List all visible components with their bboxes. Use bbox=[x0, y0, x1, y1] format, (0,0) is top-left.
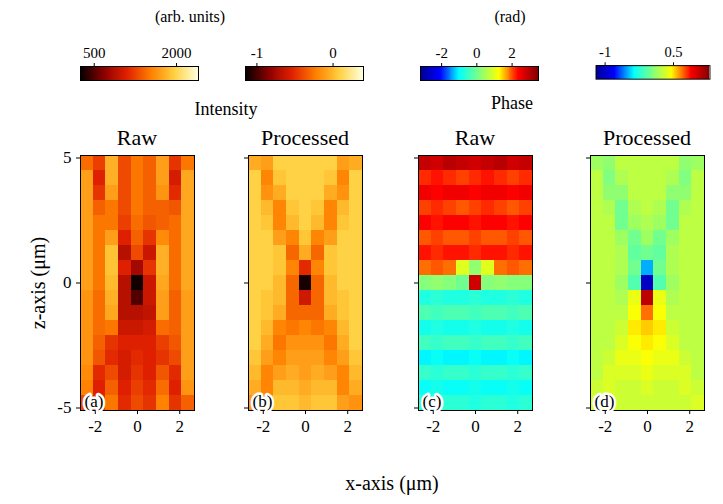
svg-text:500: 500 bbox=[83, 45, 106, 61]
html-text:(rad): (rad) bbox=[494, 8, 526, 25]
svg-text:2: 2 bbox=[175, 417, 184, 436]
svg-text:0: 0 bbox=[471, 417, 480, 436]
html-text:x-axis (μm): x-axis (μm) bbox=[345, 472, 439, 494]
svg-text:-2: -2 bbox=[435, 45, 448, 61]
svg-text:0: 0 bbox=[643, 417, 652, 436]
svg-text:0: 0 bbox=[473, 45, 481, 61]
svg-text:2: 2 bbox=[685, 417, 694, 436]
svg-text:-1: -1 bbox=[599, 44, 611, 60]
svg-text:2: 2 bbox=[508, 45, 516, 61]
svg-text:5: 5 bbox=[63, 148, 72, 167]
svg-text:-2: -2 bbox=[256, 417, 270, 436]
html-text:Phase: Phase bbox=[491, 93, 533, 113]
svg-text:(a): (a) bbox=[85, 392, 104, 411]
svg-text:z-axis (μm): z-axis (μm) bbox=[27, 237, 50, 329]
svg-text:0: 0 bbox=[133, 417, 142, 436]
svg-text:0: 0 bbox=[329, 45, 337, 61]
svg-text:-2: -2 bbox=[88, 417, 102, 436]
svg-text:0: 0 bbox=[301, 417, 310, 436]
svg-text:(c): (c) bbox=[423, 392, 442, 411]
svg-text:2: 2 bbox=[513, 417, 522, 436]
svg-text:-1: -1 bbox=[251, 45, 264, 61]
svg-text:2: 2 bbox=[343, 417, 352, 436]
svg-text:-5: -5 bbox=[57, 398, 71, 417]
html-text:Raw: Raw bbox=[116, 125, 158, 150]
html-text:Intensity: Intensity bbox=[194, 99, 258, 119]
svg-text:-2: -2 bbox=[426, 417, 440, 436]
svg-text:(d): (d) bbox=[595, 392, 615, 411]
html-text:Processed: Processed bbox=[603, 125, 691, 150]
svg-text:0: 0 bbox=[63, 273, 72, 292]
html-text:Raw: Raw bbox=[454, 125, 496, 150]
svg-text:2000: 2000 bbox=[162, 45, 192, 61]
html-text:Processed: Processed bbox=[261, 125, 349, 150]
html-text:(arb. units): (arb. units) bbox=[154, 8, 226, 25]
svg-text:(b): (b) bbox=[253, 392, 273, 411]
svg-text:0.5: 0.5 bbox=[664, 44, 682, 60]
svg-text:-2: -2 bbox=[598, 417, 612, 436]
